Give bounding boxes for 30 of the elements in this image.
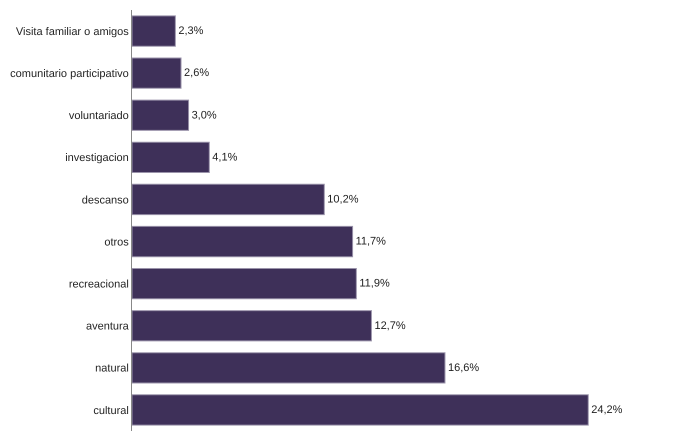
- bar: [132, 352, 446, 384]
- y-tick-label: comunitario participativo: [10, 68, 129, 80]
- bar: [132, 100, 190, 131]
- data-label: 24,2%: [591, 404, 623, 416]
- bar: [132, 310, 372, 342]
- y-tick-label: cultural: [93, 404, 129, 417]
- y-tick-label: descanso: [82, 194, 129, 206]
- y-tick-label: investigacion: [65, 152, 129, 164]
- y-tick-label: voluntariado: [68, 110, 129, 122]
- y-tick-label: aventura: [86, 320, 130, 333]
- data-label: 16,6%: [448, 362, 480, 374]
- bar: [132, 226, 354, 258]
- data-label: 11,9%: [359, 278, 390, 290]
- data-label: 2,3%: [178, 25, 204, 38]
- data-label: 3,0%: [192, 109, 217, 122]
- bar: [132, 394, 589, 426]
- data-label: 11,7%: [356, 236, 386, 248]
- data-label: 12,7%: [374, 320, 406, 332]
- y-tick-label: otros: [104, 236, 130, 248]
- bar: [132, 57, 182, 89]
- data-label: 4,1%: [212, 151, 238, 164]
- y-tick-label: recreacional: [68, 278, 129, 290]
- bar: [132, 268, 357, 300]
- data-label: 2,6%: [184, 67, 210, 80]
- y-tick-label: natural: [95, 362, 129, 375]
- bar: [132, 15, 176, 47]
- bar: [132, 142, 210, 174]
- y-tick-label: Visita familiar o amigos: [16, 26, 130, 38]
- data-label: 10,2%: [327, 193, 359, 206]
- bar: [132, 184, 325, 216]
